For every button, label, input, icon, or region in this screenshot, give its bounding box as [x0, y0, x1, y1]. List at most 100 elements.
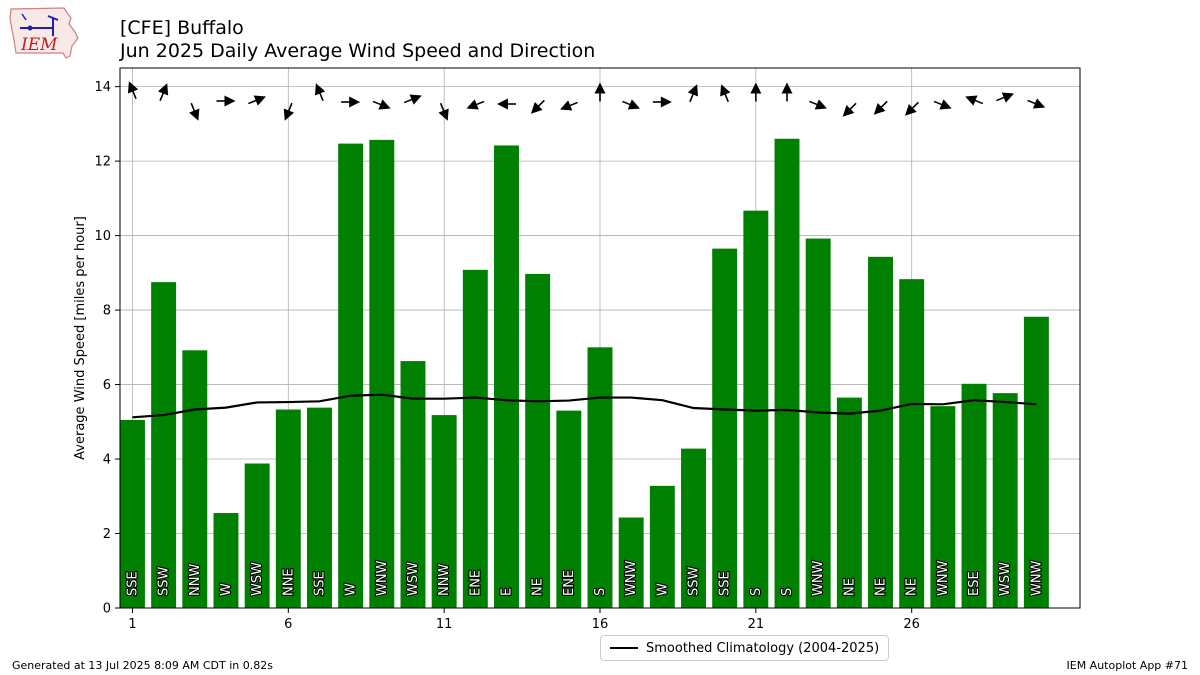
y-axis-label: Average Wind Speed [miles per hour]	[73, 216, 88, 460]
wind-arrow-head	[466, 99, 479, 110]
bar	[587, 347, 613, 608]
bar-direction-label: SSE	[312, 571, 327, 596]
y-tick-label: 12	[94, 155, 111, 170]
bar	[1023, 316, 1049, 608]
wind-arrow-head	[189, 108, 200, 121]
bar	[338, 143, 364, 608]
bar	[182, 350, 208, 608]
wind-arrow-head	[873, 103, 886, 115]
bar-direction-label: WNW	[936, 560, 951, 596]
bar-direction-label: NNE	[281, 568, 296, 596]
bar-direction-label: NE	[531, 578, 546, 596]
bar	[681, 448, 706, 608]
bar-direction-label: SSW	[687, 566, 702, 596]
bar	[244, 463, 270, 608]
chart-subtitle: Jun 2025 Daily Average Wind Speed and Di…	[120, 40, 596, 62]
bar	[899, 279, 925, 608]
wind-arrow-head	[127, 81, 139, 94]
x-tick-label: 16	[592, 617, 609, 632]
y-tick-label: 4	[103, 453, 111, 468]
x-tick-label: 6	[284, 617, 292, 632]
bar-direction-label: ESE	[967, 571, 982, 596]
wind-arrow-head	[438, 108, 449, 121]
bar-direction-label: WNW	[811, 560, 826, 596]
logo-text: IEM	[20, 35, 58, 55]
wind-arrow-head	[687, 84, 699, 97]
wind-arrow-head	[720, 84, 731, 97]
bar	[712, 248, 738, 608]
bar	[556, 410, 582, 608]
bar-direction-label: E	[499, 588, 514, 596]
wind-arrow-head	[965, 95, 978, 106]
bar	[930, 406, 956, 608]
chart-legend: Smoothed Climatology (2004-2025)	[600, 635, 890, 661]
bar-direction-label: WSW	[406, 562, 421, 596]
wind-arrow-head	[496, 98, 508, 110]
bar-direction-label: WNW	[375, 560, 390, 596]
x-tick-label: 21	[748, 617, 765, 632]
y-tick-label: 14	[94, 80, 111, 95]
bar-direction-label: W	[344, 583, 359, 596]
wind-arrow-head	[904, 104, 917, 116]
bar-direction-label: S	[780, 588, 795, 596]
wind-arrow-head	[224, 95, 236, 107]
wind-arrow-head	[660, 96, 672, 108]
wind-arrow-head	[409, 94, 422, 105]
bar	[462, 269, 488, 608]
legend-label: Smoothed Climatology (2004-2025)	[646, 640, 880, 656]
wind-arrow-head	[1001, 92, 1015, 103]
bar-direction-label: W	[655, 583, 670, 596]
bar-direction-label: NE	[842, 578, 857, 596]
bar	[494, 145, 519, 608]
wind-arrow-head	[314, 83, 326, 96]
bar-direction-label: WNW	[624, 560, 639, 596]
bar	[151, 282, 177, 608]
wind-arrow-head	[349, 96, 361, 108]
bar-direction-label: NNW	[437, 564, 452, 596]
bar	[431, 415, 457, 608]
wind-arrow-head	[560, 100, 573, 111]
bar-direction-label: WSW	[250, 562, 265, 596]
wind-arrow-head	[781, 82, 793, 94]
wind-arrow-head	[378, 99, 391, 110]
x-tick-label: 11	[436, 617, 453, 632]
bar-direction-label: S	[593, 588, 608, 596]
wind-arrow-head	[814, 99, 827, 110]
bar	[213, 513, 239, 608]
bar	[868, 256, 893, 608]
chart-title: [CFE] Buffalo	[120, 17, 244, 39]
bar	[805, 238, 831, 608]
climatology-line	[132, 393, 1037, 419]
app-label: IEM Autoplot App #71	[1066, 659, 1189, 672]
bar-direction-label: S	[749, 588, 764, 596]
bar-direction-label: NNW	[188, 564, 203, 596]
bar	[369, 139, 395, 608]
y-tick-label: 10	[94, 229, 111, 244]
bar	[400, 361, 426, 608]
bar-direction-label: SSE	[125, 571, 140, 596]
bar	[992, 393, 1018, 608]
bar-direction-label: ENE	[468, 570, 483, 596]
bar-direction-label: NE	[874, 578, 889, 596]
bar-direction-label: SSE	[718, 571, 733, 596]
wind-arrow-head	[283, 108, 294, 121]
x-tick-label: 1	[128, 617, 136, 632]
bar	[961, 383, 987, 608]
legend-line-swatch	[610, 647, 638, 649]
wind-arrow-head	[842, 105, 855, 117]
wind-arrow-head	[594, 82, 606, 94]
bar-direction-label: WNW	[1029, 560, 1044, 596]
bar	[275, 409, 301, 608]
y-tick-label: 0	[103, 602, 111, 617]
wind-arrow-head	[157, 83, 169, 96]
generated-timestamp: Generated at 13 Jul 2025 8:09 AM CDT in …	[12, 659, 273, 672]
bar-direction-label: ENE	[562, 570, 577, 596]
y-tick-label: 8	[103, 304, 111, 319]
bar	[120, 419, 145, 608]
bar	[618, 517, 644, 608]
wind-arrow-head	[939, 99, 952, 110]
iem-logo: IEM	[8, 6, 80, 64]
bar	[836, 397, 862, 608]
bar	[307, 407, 332, 608]
wind-arrow-head	[253, 95, 266, 106]
